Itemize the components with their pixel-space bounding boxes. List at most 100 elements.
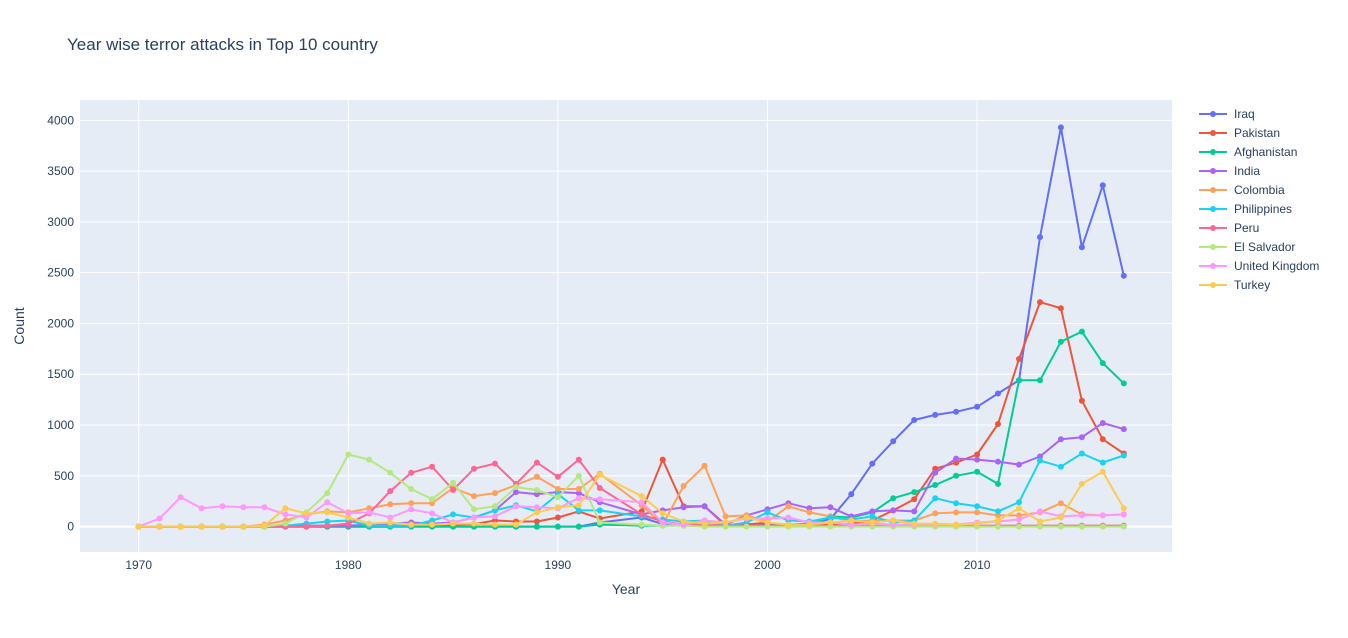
data-point-turkey <box>513 521 519 528</box>
data-point-afghanistan <box>1037 377 1043 384</box>
legend-marker-pakistan <box>1210 130 1216 136</box>
data-point-colombia <box>471 493 477 500</box>
data-point-turkey <box>219 523 226 530</box>
data-point-pakistan <box>533 518 540 525</box>
legend-label-peru: Peru <box>1234 221 1259 235</box>
data-point-turkey <box>533 509 540 516</box>
data-point-philippines <box>1057 463 1064 470</box>
data-point-united-kingdom <box>785 514 792 521</box>
data-point-iraq <box>911 417 918 423</box>
data-point-turkey <box>911 520 918 527</box>
legend-item-afghanistan: Afghanistan <box>1199 145 1297 159</box>
data-point-india <box>575 490 582 497</box>
data-point-turkey <box>1078 480 1085 487</box>
legend-label-pakistan: Pakistan <box>1234 126 1280 140</box>
data-point-pakistan <box>1016 356 1022 362</box>
legend-marker-colombia <box>1210 187 1216 193</box>
data-point-united-kingdom <box>659 519 666 526</box>
data-point-turkey <box>1037 518 1043 525</box>
data-point-philippines <box>953 500 960 507</box>
legend-label-india: India <box>1234 164 1260 178</box>
data-point-united-kingdom <box>638 499 645 506</box>
data-point-peru <box>554 473 561 480</box>
data-point-turkey <box>408 521 415 528</box>
y-axis-label: Count <box>11 307 27 344</box>
data-point-colombia <box>932 510 939 517</box>
data-point-peru <box>492 460 498 467</box>
data-point-turkey <box>450 520 457 527</box>
data-point-el-salvador <box>450 479 457 486</box>
data-point-turkey <box>638 493 645 500</box>
x-tick-label: 1980 <box>335 558 362 572</box>
data-point-afghanistan <box>1057 338 1064 345</box>
y-tick-label: 2500 <box>47 266 74 280</box>
data-point-peru <box>471 465 477 472</box>
series-layer <box>135 124 1127 530</box>
data-point-philippines <box>1099 459 1106 466</box>
legend-label-afghanistan: Afghanistan <box>1234 145 1297 159</box>
data-point-pakistan <box>911 496 918 503</box>
data-point-el-salvador <box>492 503 498 510</box>
data-point-iraq <box>1037 234 1043 241</box>
data-point-united-kingdom <box>513 503 519 510</box>
legend: Iraq Pakistan Afghanistan India Colombia Phil… <box>1199 107 1319 292</box>
data-point-turkey <box>953 521 960 528</box>
data-point-philippines <box>596 507 603 514</box>
data-point-united-kingdom <box>240 504 247 511</box>
data-point-united-kingdom <box>282 511 289 518</box>
data-point-peru <box>596 485 603 491</box>
legend-label-united-kingdom: United Kingdom <box>1234 259 1319 273</box>
data-point-pakistan <box>932 465 939 472</box>
data-point-afghanistan <box>1120 380 1127 387</box>
data-point-philippines <box>1078 450 1085 457</box>
data-point-united-kingdom <box>1078 512 1085 519</box>
data-point-afghanistan <box>554 523 561 530</box>
legend-marker-united-kingdom <box>1210 263 1216 269</box>
data-point-afghanistan <box>953 472 960 479</box>
data-point-colombia <box>492 490 498 497</box>
data-point-el-salvador <box>324 490 331 497</box>
data-point-el-salvador <box>575 472 582 479</box>
data-point-iraq <box>848 491 855 498</box>
data-point-india <box>680 504 687 511</box>
legend-item-el-salvador: El Salvador <box>1199 240 1295 254</box>
data-point-united-kingdom <box>533 504 540 511</box>
data-point-turkey <box>764 519 771 526</box>
data-point-peru <box>408 469 415 476</box>
data-point-colombia <box>806 509 813 516</box>
data-point-el-salvador <box>554 494 561 501</box>
data-point-united-kingdom <box>471 514 477 521</box>
data-point-turkey <box>554 504 561 511</box>
data-point-colombia <box>785 503 792 510</box>
data-point-india <box>953 455 960 462</box>
data-point-turkey <box>366 520 373 527</box>
data-point-turkey <box>135 523 142 530</box>
data-point-turkey <box>785 521 792 528</box>
legend-item-turkey: Turkey <box>1199 278 1270 292</box>
data-point-afghanistan <box>1078 328 1085 335</box>
data-point-colombia <box>366 505 373 512</box>
y-tick-label: 1000 <box>47 418 74 432</box>
y-tick-label: 500 <box>54 469 74 483</box>
data-point-turkey <box>1057 514 1064 521</box>
data-point-pakistan <box>1078 397 1085 404</box>
legend-label-el-salvador: El Salvador <box>1234 240 1295 254</box>
data-point-philippines <box>324 518 331 525</box>
data-point-iraq <box>1078 244 1085 251</box>
legend-item-united-kingdom: United Kingdom <box>1199 259 1319 273</box>
data-point-turkey <box>492 521 498 528</box>
legend-label-turkey: Turkey <box>1234 278 1270 292</box>
data-point-united-kingdom <box>261 504 268 511</box>
data-point-turkey <box>345 514 352 521</box>
data-point-united-kingdom <box>596 496 603 503</box>
data-point-colombia <box>387 501 394 508</box>
data-point-philippines <box>1037 457 1043 464</box>
data-point-iraq <box>1057 124 1064 131</box>
data-point-el-salvador <box>596 519 603 526</box>
data-point-turkey <box>932 520 939 527</box>
data-point-philippines <box>995 508 1001 515</box>
data-point-iraq <box>974 403 981 410</box>
data-point-turkey <box>596 471 603 478</box>
